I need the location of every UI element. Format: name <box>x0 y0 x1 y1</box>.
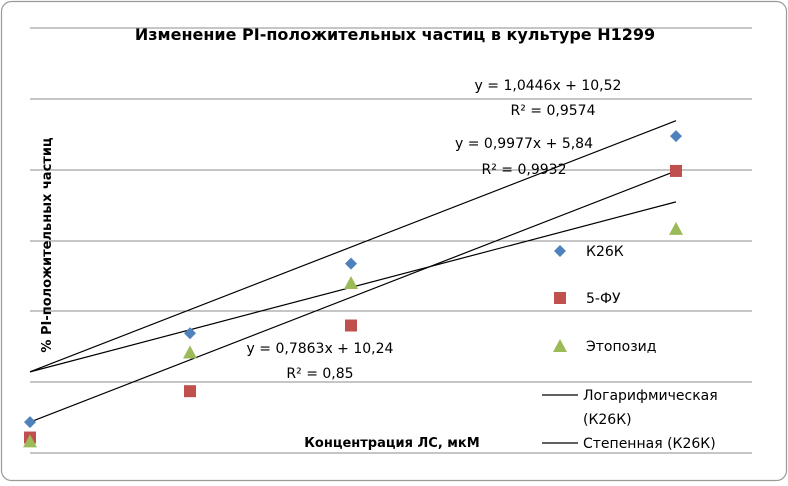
legend-label-3-line-0: Логарифмическая <box>583 388 718 404</box>
data-point-s0-p0 <box>24 416 36 429</box>
legend-marker-2 <box>553 339 567 352</box>
y-axis-label: % PI-положительных частиц <box>40 137 55 353</box>
legend: К26К 5-ФУ Этопозид Логарифмическая (К26К) Сте… <box>542 244 718 452</box>
data-point-s2-p2 <box>344 276 358 289</box>
legend-label-3-line-1: (К26К) <box>583 412 632 428</box>
gridlines <box>30 27 752 454</box>
data-point-s2-p1 <box>183 345 197 359</box>
data-point-s1-p1 <box>184 385 196 398</box>
trendline-r2-2: R² = 0,85 <box>286 366 353 382</box>
trendline-0 <box>29 120 677 373</box>
data-point-s2-p3 <box>669 221 683 235</box>
data-points <box>23 130 683 448</box>
trendline-equation-0: y = 1,0446x + 10,52 <box>475 78 622 94</box>
trendline-1 <box>29 170 677 423</box>
chart-title: Изменение PI-положительных частиц в куль… <box>135 25 655 44</box>
data-point-s0-p3 <box>670 130 682 143</box>
trendline-equation-1: y = 0,9977x + 5,84 <box>455 136 593 152</box>
legend-marker-1 <box>554 292 566 304</box>
x-axis-label: Концентрация ЛС, мкМ <box>304 436 479 451</box>
data-point-s1-p3 <box>670 164 682 177</box>
data-point-s1-p2 <box>345 319 357 332</box>
legend-label-1: 5-ФУ <box>586 291 621 307</box>
legend-marker-0 <box>554 245 566 257</box>
trendline-r2-0: R² = 0,9574 <box>511 103 596 119</box>
data-point-s0-p1 <box>184 327 196 340</box>
trendline-r2-1: R² = 0,9932 <box>482 162 567 178</box>
legend-label-2: Этопозид <box>586 339 656 355</box>
trendline-equations: y = 1,0446x + 10,52 R² = 0,9574 y = 0,9977… <box>247 78 622 382</box>
legend-label-4-line-0: Степенная (К26К) <box>583 436 716 452</box>
legend-label-0: К26К <box>586 244 624 260</box>
data-point-s0-p2 <box>345 257 357 270</box>
data-point-s2-p0 <box>23 434 37 448</box>
trendline-equation-2: y = 0,7863x + 10,24 <box>247 341 394 357</box>
